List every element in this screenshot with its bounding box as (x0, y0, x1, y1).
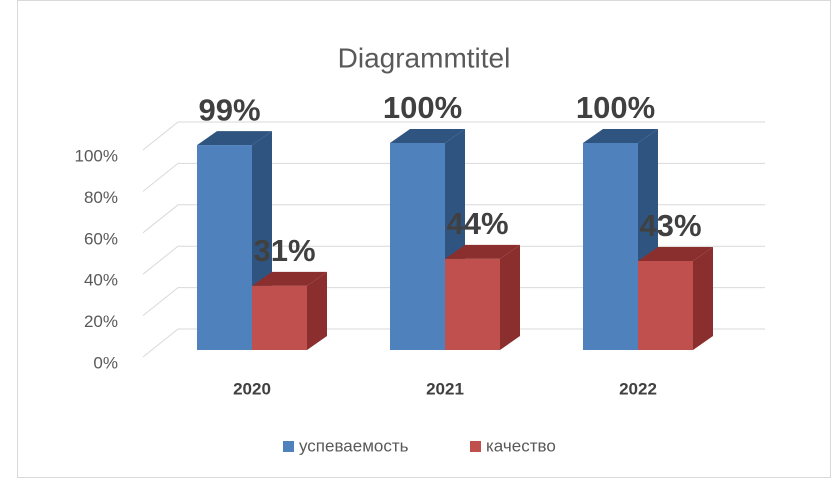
chart-title: Diagrammtitel (338, 42, 511, 73)
y-tick-label: 0% (93, 353, 118, 372)
bar (583, 143, 638, 350)
bar-side (307, 271, 327, 350)
grid-line (142, 162, 765, 192)
data-label: 99% (198, 92, 260, 127)
bar-side (500, 244, 520, 350)
bar (445, 258, 500, 350)
grid-line (142, 204, 765, 234)
bar (197, 145, 252, 350)
data-label: 100% (383, 90, 462, 125)
grid-line (142, 121, 765, 151)
y-tick-label: 80% (84, 188, 118, 207)
bar-top (583, 129, 658, 143)
grid-line (142, 328, 765, 358)
bar (252, 285, 307, 350)
y-tick-label: 100% (75, 146, 118, 165)
legend-label: успеваемость (299, 436, 409, 455)
y-tick-label: 60% (84, 229, 118, 248)
bar-top (390, 129, 465, 143)
bar-side (693, 246, 713, 350)
legend-swatch (470, 441, 481, 452)
y-tick-label: 20% (84, 312, 118, 331)
bar (638, 260, 693, 350)
x-tick-label: 2020 (233, 379, 271, 398)
grid-line (142, 287, 765, 316)
bar-top (252, 271, 327, 286)
grid-line (142, 245, 765, 275)
data-label: 31% (253, 233, 315, 268)
bar-top (638, 246, 713, 261)
bar (390, 143, 445, 350)
y-tick-label: 40% (84, 271, 118, 290)
data-label: 43% (639, 208, 701, 243)
legend-swatch (283, 441, 294, 452)
bar-top (197, 131, 272, 146)
data-label: 44% (446, 206, 508, 241)
x-tick-label: 2021 (426, 379, 464, 398)
chart-frame (17, 0, 831, 478)
legend-label: качество (486, 436, 556, 455)
bar-top (445, 244, 520, 259)
x-tick-label: 2022 (619, 379, 657, 398)
data-label: 100% (576, 90, 655, 125)
